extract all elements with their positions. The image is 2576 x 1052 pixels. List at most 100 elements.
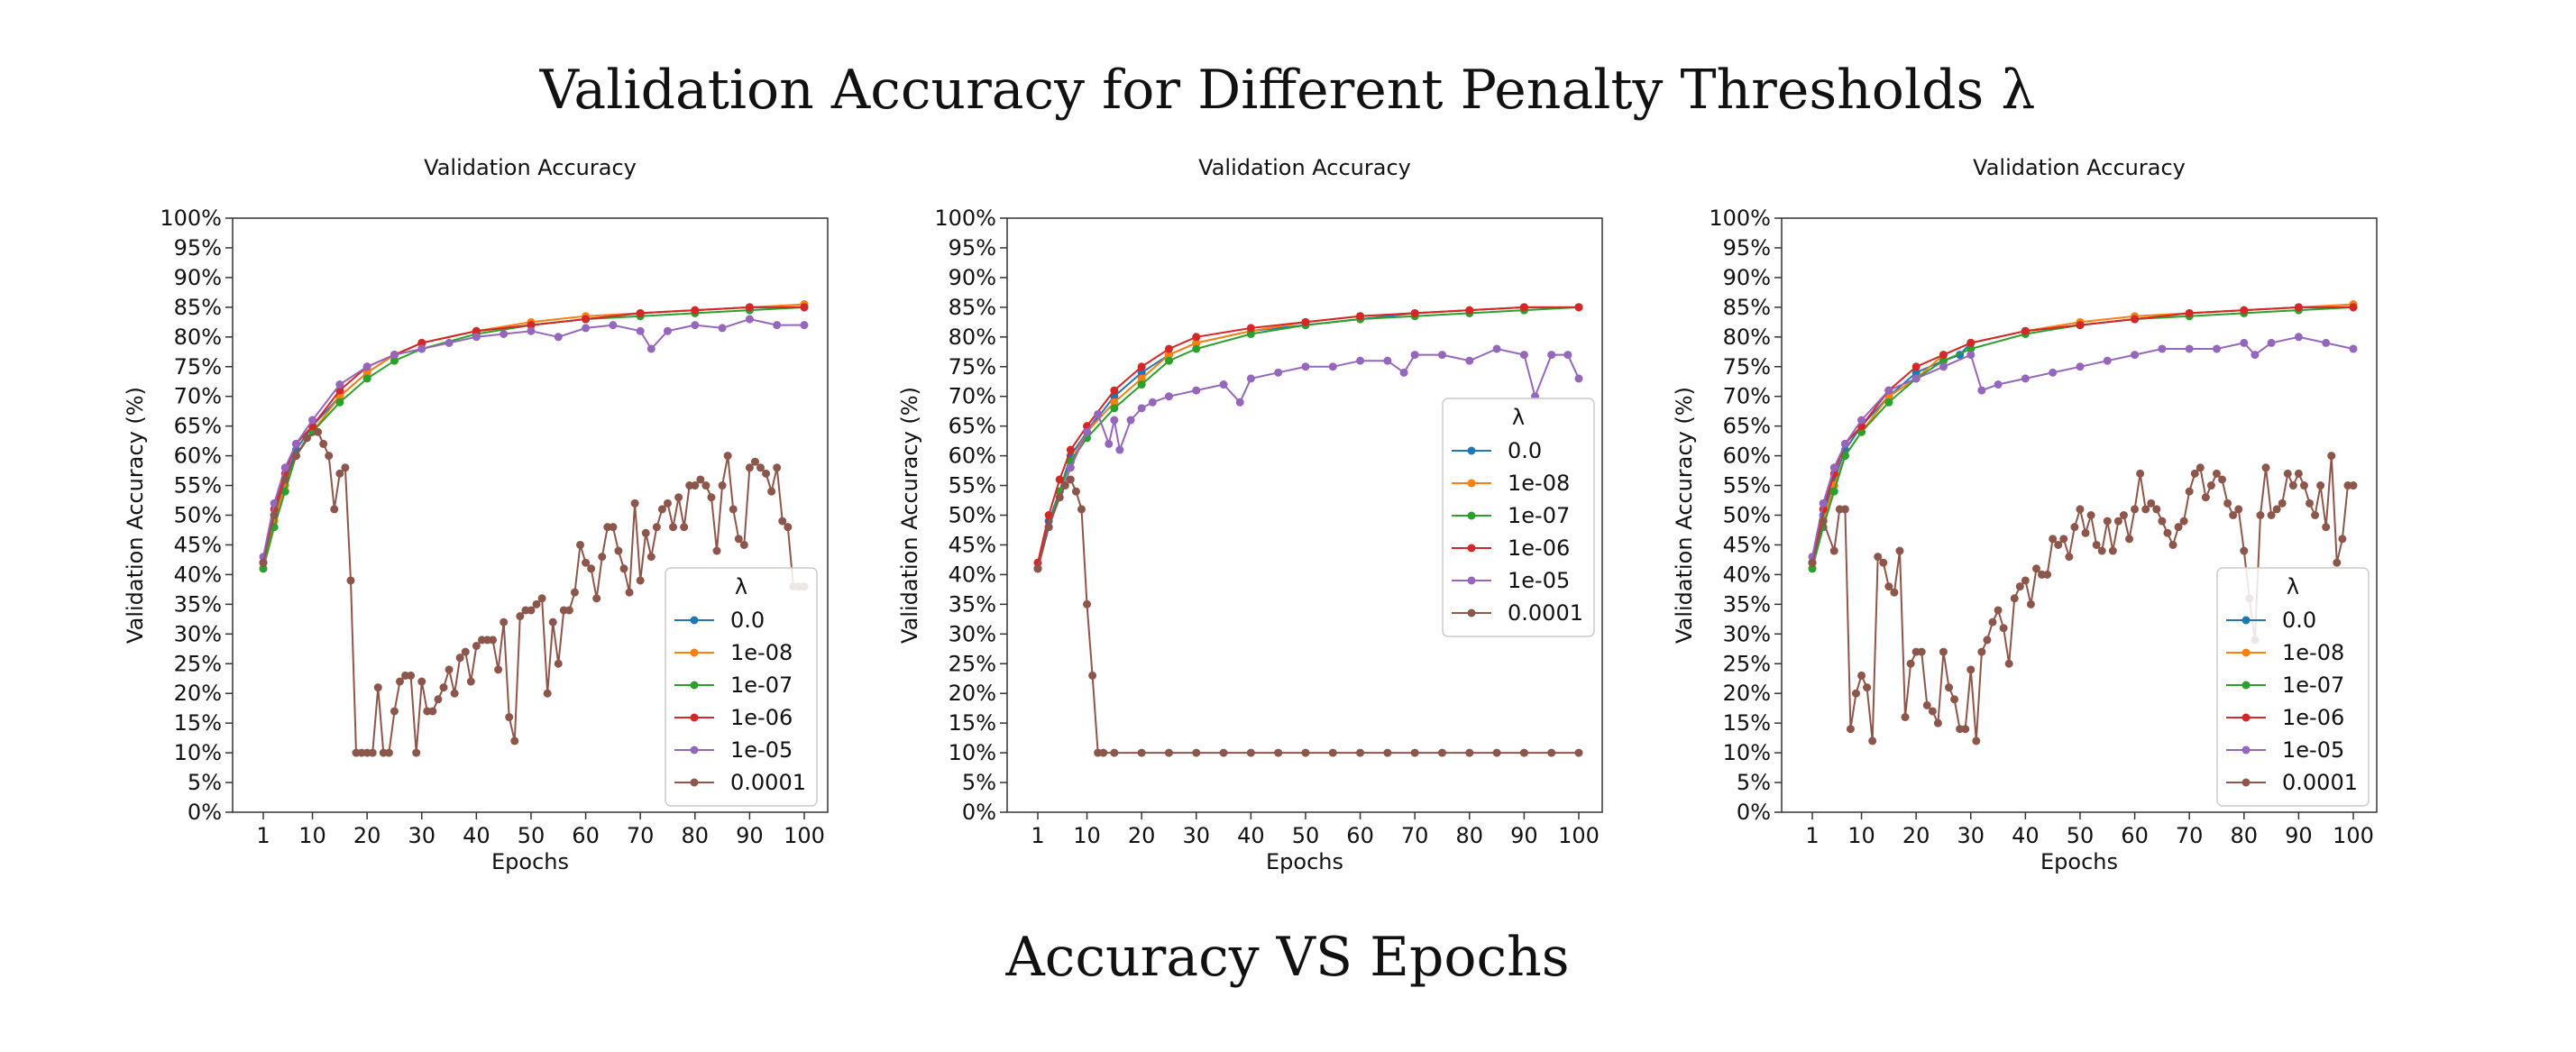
data-point	[428, 707, 437, 716]
data-point	[505, 713, 514, 722]
data-point	[1945, 683, 1954, 692]
data-point	[1246, 748, 1255, 757]
data-point	[1465, 748, 1474, 757]
y-tick-label: 100%	[934, 206, 996, 231]
legend-label: 0.0001	[2282, 770, 2358, 795]
legend-label: 1e-05	[1508, 568, 1570, 593]
series-0.0	[259, 303, 809, 567]
data-point	[2131, 351, 2140, 360]
data-point	[2043, 570, 2052, 579]
x-tick-label: 30	[408, 823, 435, 848]
data-point	[1999, 624, 2008, 633]
data-point	[2327, 452, 2336, 461]
data-point	[1219, 748, 1228, 757]
legend-label: 0.0	[730, 608, 765, 633]
y-tick-label: 85%	[949, 295, 996, 320]
y-tick-label: 60%	[174, 444, 222, 469]
data-point	[308, 416, 317, 425]
y-tick-label: 0%	[188, 800, 222, 825]
data-point	[1492, 344, 1501, 353]
series-1e-05	[259, 315, 809, 562]
legend-label: 0.0	[1508, 438, 1542, 463]
data-point	[2097, 546, 2106, 555]
data-point	[1950, 695, 1959, 704]
data-point	[652, 523, 661, 532]
y-tick-label: 95%	[949, 235, 996, 261]
data-point	[461, 647, 470, 656]
data-point	[434, 695, 443, 704]
data-point	[2081, 528, 2090, 537]
data-point	[472, 333, 481, 342]
x-tick-label: 40	[1237, 823, 1265, 848]
y-tick-label: 85%	[1723, 295, 1771, 320]
data-point	[1164, 356, 1173, 365]
data-point	[1547, 351, 1556, 360]
y-tick-label: 100%	[1709, 206, 1771, 231]
data-point	[373, 683, 382, 692]
data-point	[1917, 647, 1926, 656]
data-point	[330, 505, 339, 514]
y-tick-label: 45%	[949, 532, 996, 557]
y-tick-label: 25%	[1723, 651, 1771, 676]
data-point	[2240, 306, 2249, 315]
data-point	[527, 326, 536, 335]
data-point	[1192, 333, 1201, 342]
data-point	[1983, 636, 1992, 645]
data-point	[489, 636, 498, 645]
data-point	[1164, 344, 1173, 353]
data-point	[1077, 505, 1086, 514]
data-point	[2316, 481, 2325, 490]
data-point	[1437, 748, 1446, 757]
figure-suptitle: Validation Accuracy for Different Penalt…	[539, 59, 2036, 122]
x-tick-label: 50	[1292, 823, 1320, 848]
data-point	[2229, 511, 2238, 519]
data-point	[707, 493, 716, 502]
data-point	[1857, 416, 1866, 425]
data-point	[1574, 374, 1583, 383]
chart-panel-3: Validation Accuracy 0% 5% 10% 15% 20% 25% 30% 35…	[1672, 155, 2378, 874]
y-tick-label: 0%	[962, 800, 996, 825]
y-tick-label: 15%	[949, 710, 996, 736]
data-point	[2311, 511, 2320, 519]
x-axis-label: Epochs	[1266, 849, 1343, 874]
legend-box	[665, 567, 818, 807]
data-point	[723, 452, 732, 461]
data-point	[2272, 505, 2281, 514]
data-point	[259, 564, 268, 573]
data-point	[657, 505, 666, 514]
data-point	[1911, 368, 1921, 377]
legend-marker	[1467, 446, 1476, 455]
y-tick-label: 70%	[174, 384, 222, 409]
data-point	[636, 326, 645, 335]
data-point	[1901, 713, 1910, 722]
data-point	[1966, 351, 1976, 360]
data-point	[1846, 725, 1855, 734]
data-point	[1105, 439, 1114, 448]
x-tick-label: 20	[1128, 823, 1156, 848]
x-tick-label: 70	[627, 823, 655, 848]
y-tick-label: 10%	[1723, 740, 1771, 765]
data-point	[1110, 398, 1119, 407]
series-line	[1037, 306, 1579, 563]
data-point	[1246, 374, 1255, 383]
data-point	[2306, 499, 2315, 508]
x-tick-label: 10	[1073, 823, 1101, 848]
legend-label: 1e-08	[2282, 640, 2344, 665]
y-axis-label: Validation Accuracy (%)	[123, 387, 148, 644]
legend-marker	[2241, 778, 2251, 787]
data-point	[2049, 368, 2058, 377]
data-point	[1977, 386, 1986, 395]
data-point	[1840, 452, 1849, 461]
data-point	[609, 523, 618, 532]
legend-label: 1e-07	[1508, 503, 1570, 528]
data-point	[1219, 380, 1228, 389]
data-point	[680, 523, 689, 532]
data-point	[1110, 404, 1119, 413]
x-tick-label: 30	[1182, 823, 1210, 848]
data-point	[1906, 659, 1915, 668]
y-tick-label: 45%	[1723, 532, 1771, 557]
data-point	[280, 475, 289, 484]
data-point	[582, 558, 591, 567]
data-point	[2185, 487, 2194, 496]
y-tick-label: 5%	[962, 770, 996, 795]
